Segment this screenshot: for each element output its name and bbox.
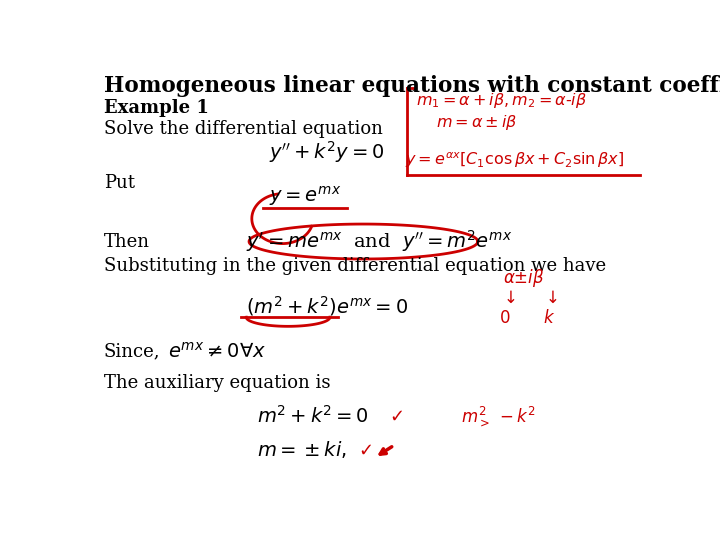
Text: $e^{mx} \neq 0 \forall x$: $e^{mx} \neq 0 \forall x$ [168, 342, 266, 362]
Text: $y' = me^{mx}$  and  $y'' = m^2e^{mx}$: $y' = me^{mx}$ and $y'' = m^2e^{mx}$ [246, 228, 513, 254]
Text: Then: Then [104, 233, 150, 251]
Text: $\left(m^2 + k^2\right)e^{mx} = 0$: $\left(m^2 + k^2\right)e^{mx} = 0$ [246, 294, 408, 318]
Text: Solve the differential equation: Solve the differential equation [104, 120, 383, 138]
Text: $k$: $k$ [543, 309, 555, 327]
Text: $\downarrow$: $\downarrow$ [500, 290, 516, 307]
Text: $y'' + k^2 y = 0$: $y'' + k^2 y = 0$ [269, 139, 384, 165]
Text: $m^2_{>}\; -k^2$: $m^2_{>}\; -k^2$ [461, 404, 536, 428]
Text: $m_1 = \alpha+i\beta, m_2=\alpha\text{-}i\beta$: $m_1 = \alpha+i\beta, m_2=\alpha\text{-}… [416, 91, 588, 110]
Text: Example 1: Example 1 [104, 99, 209, 118]
Text: Homogeneous linear equations with constant coefficients: Homogeneous linear equations with consta… [104, 75, 720, 97]
Text: $0$: $0$ [499, 310, 510, 327]
Text: Put: Put [104, 174, 135, 192]
Text: $\checkmark$: $\checkmark$ [358, 441, 372, 458]
Text: Since,: Since, [104, 343, 161, 361]
Text: $m = \alpha \pm i\beta$: $m = \alpha \pm i\beta$ [436, 113, 518, 132]
Text: $m = \pm ki ,$: $m = \pm ki ,$ [258, 439, 347, 460]
Text: Substituting in the given differential equation we have: Substituting in the given differential e… [104, 258, 606, 275]
Text: $\alpha{\pm}i\beta$: $\alpha{\pm}i\beta$ [503, 267, 544, 289]
Text: $\checkmark$: $\checkmark$ [389, 407, 402, 425]
Text: $y = e^{mx}$: $y = e^{mx}$ [269, 184, 341, 208]
Text: The auxiliary equation is: The auxiliary equation is [104, 374, 330, 392]
Text: $\downarrow$: $\downarrow$ [542, 290, 558, 307]
Text: $y = e^{\alpha x}[C_1\cos\beta x+C_2\sin\beta x]$: $y = e^{\alpha x}[C_1\cos\beta x+C_2\sin… [405, 151, 624, 170]
Text: $m^2 + k^2 = 0$: $m^2 + k^2 = 0$ [258, 405, 369, 427]
